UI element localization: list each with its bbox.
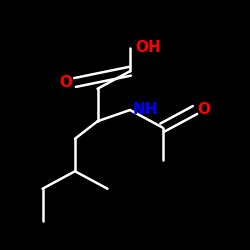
Text: OH: OH [135, 40, 161, 55]
Text: O: O [198, 102, 210, 118]
Text: O: O [60, 75, 72, 90]
Text: NH: NH [132, 102, 158, 118]
